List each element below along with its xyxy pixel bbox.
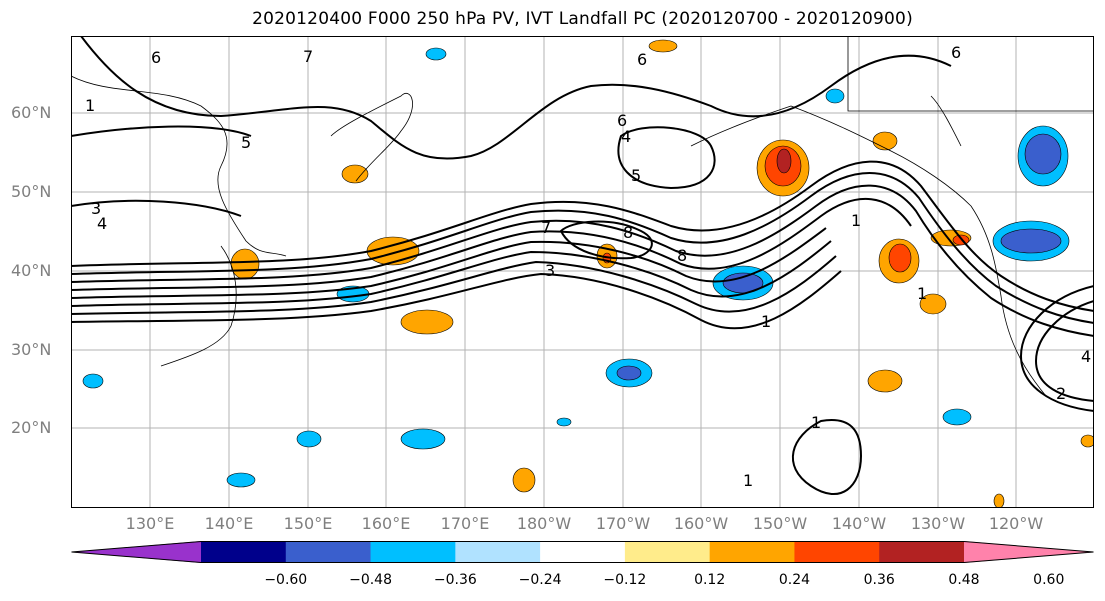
contour-label: 7 (541, 218, 551, 237)
contour-label: 4 (97, 214, 107, 233)
ivt-blob (296, 430, 322, 448)
colorbar-extend-min (71, 541, 201, 563)
ivt-blob (1000, 228, 1062, 254)
colorbar-extend-max (964, 541, 1094, 563)
lon-label-130w: 130°W (910, 514, 966, 533)
lon-label-130e: 130°E (125, 514, 175, 533)
contour-label: 5 (631, 166, 641, 185)
ivt-blob (1080, 434, 1094, 448)
contour-label: 3 (545, 261, 555, 280)
ivt-blob (993, 493, 1005, 508)
colorbar-tick-label: −0.24 (518, 572, 562, 588)
colorbar-tick-label: −0.60 (264, 572, 308, 588)
contour-label: 6 (951, 43, 961, 62)
lat-label-20n: 20°N (11, 418, 52, 437)
colorbar-tick-label: 0.24 (778, 572, 811, 588)
colorbar (71, 541, 1094, 563)
coastlines (71, 36, 1094, 397)
lon-label-120w: 120°W (988, 514, 1044, 533)
ivt-blob (867, 369, 903, 393)
ivt-blob (616, 365, 642, 381)
ivt-blob (82, 373, 104, 389)
colorbar-segment (709, 541, 795, 563)
ivt-blob (425, 47, 447, 61)
ivt-blob (400, 428, 446, 450)
ivt-blob (512, 467, 536, 493)
lon-label-140w: 140°W (831, 514, 887, 533)
lat-label-30n: 30°N (11, 340, 52, 359)
colorbar-segment (370, 541, 456, 563)
ivt-blob (341, 164, 369, 184)
contour-label: 4 (1081, 347, 1091, 366)
ivt-blob (400, 309, 454, 335)
map-frame (71, 36, 1094, 508)
lon-label-150e: 150°E (283, 514, 333, 533)
ivt-blob (776, 148, 792, 174)
ivt-blob (1024, 133, 1062, 175)
lon-label-170e: 170°E (440, 514, 490, 533)
ivt-blob (872, 131, 898, 151)
ivt-blob (226, 472, 256, 488)
contour-label: 1 (85, 96, 95, 115)
contour-label: 1 (917, 284, 927, 303)
contour-label: 7 (303, 47, 313, 66)
map-panel: 6 1 7 5 3 4 6 4 5 7 8 3 6 8 1 1 1 1 6 4 … (71, 36, 1094, 508)
colorbar-segment (624, 541, 711, 563)
map-gridlines (71, 36, 1094, 508)
colorbar-tick-label: 0.48 (948, 572, 980, 588)
colorbar-tick-label: 0.12 (694, 572, 726, 588)
ivt-blob (648, 39, 678, 53)
ivt-blob (556, 417, 572, 427)
colorbar-segment (879, 541, 965, 563)
pv-contours (71, 36, 1094, 496)
lat-label-60n: 60°N (11, 103, 52, 122)
ivt-shading (82, 39, 1094, 508)
contour-label: 8 (677, 246, 687, 265)
colorbar-segment (794, 541, 880, 563)
colorbar-tick-label: 0.36 (863, 572, 895, 588)
contour-label: 5 (241, 133, 251, 152)
colorbar-segment (540, 541, 626, 563)
ivt-blob (230, 248, 260, 280)
lon-label-170w: 170°W (595, 514, 651, 533)
contour-label: 8 (623, 223, 633, 242)
contour-label: 1 (851, 211, 861, 230)
lon-label-160w: 160°W (673, 514, 729, 533)
lon-label-160e: 160°E (361, 514, 411, 533)
contour-label: 6 (617, 111, 627, 130)
ivt-blob (888, 243, 912, 273)
map-title: 2020120400 F000 250 hPa PV, IVT Landfall… (252, 9, 913, 29)
contour-label: 6 (637, 50, 647, 69)
contour-label: 1 (743, 471, 753, 490)
lon-label-140e: 140°E (204, 514, 254, 533)
colorbar-tick-label: −0.48 (349, 572, 392, 588)
lon-label-150w: 150°W (752, 514, 808, 533)
colorbar-segment (201, 541, 287, 563)
ivt-blob (825, 88, 845, 104)
colorbar-outline (71, 541, 1094, 563)
ivt-blob (942, 408, 972, 426)
colorbar-tick-label: −0.36 (433, 572, 477, 588)
colorbar-tick-label: −0.12 (603, 572, 647, 588)
colorbar-segment (455, 541, 541, 563)
contour-labels: 6 1 7 5 3 4 6 4 5 7 8 3 6 8 1 1 1 1 6 4 … (85, 43, 1091, 490)
contour-label: 1 (811, 413, 821, 432)
contour-label: 3 (91, 199, 101, 218)
contour-label: 4 (621, 127, 631, 146)
lat-label-40n: 40°N (11, 261, 52, 280)
contour-label: 6 (151, 48, 161, 67)
lon-label-180w: 180°W (516, 514, 572, 533)
contour-label: 2 (1056, 384, 1066, 403)
colorbar-segment (285, 541, 372, 563)
colorbar-tick-label: 0.60 (1033, 572, 1065, 588)
lat-label-50n: 50°N (11, 182, 52, 201)
ivt-blob (919, 293, 947, 315)
contour-label: 1 (761, 312, 771, 331)
